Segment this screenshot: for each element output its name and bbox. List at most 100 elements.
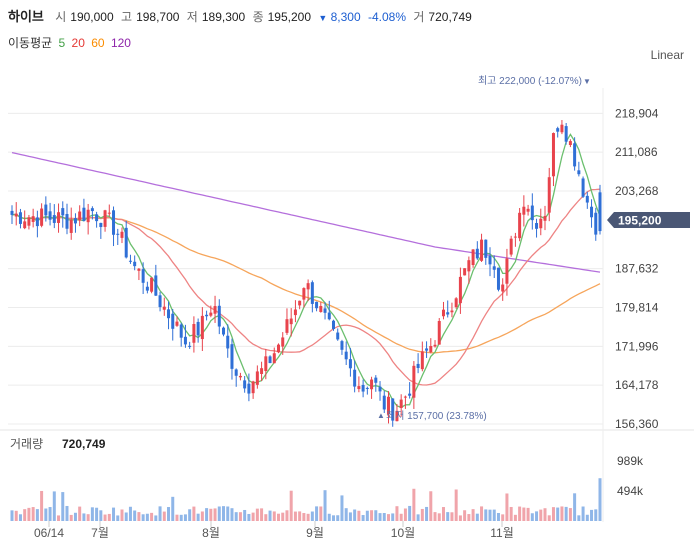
candle bbox=[57, 203, 61, 233]
candle bbox=[560, 120, 564, 135]
candle-body bbox=[598, 192, 602, 232]
candle-body bbox=[425, 348, 429, 351]
volume-bar bbox=[289, 490, 293, 521]
candle-body bbox=[395, 410, 399, 422]
candle bbox=[268, 355, 272, 364]
candle-body bbox=[251, 381, 255, 394]
candle-body bbox=[188, 345, 192, 347]
volume-bar bbox=[331, 515, 335, 521]
x-tick-label: 10월 bbox=[391, 526, 415, 540]
volume-bar bbox=[73, 512, 77, 521]
scale-toggle-button[interactable]: Linear bbox=[650, 48, 684, 62]
candle bbox=[374, 375, 378, 392]
candle bbox=[196, 318, 200, 343]
candle bbox=[573, 137, 577, 171]
price-annotations: 최고 222,000 (-12.07%) ▼ ▲ 최저 157,700 (23.… bbox=[377, 75, 591, 422]
candle-body bbox=[526, 208, 530, 212]
candle-body bbox=[222, 327, 226, 335]
candle bbox=[179, 322, 183, 347]
close-label: 종 bbox=[252, 10, 264, 24]
candle bbox=[518, 208, 522, 242]
ma-120-label: 120 bbox=[110, 36, 131, 50]
candle bbox=[99, 222, 103, 239]
candle-body bbox=[107, 212, 111, 214]
candle bbox=[539, 208, 543, 236]
x-tick-label: 11월 bbox=[490, 526, 514, 540]
volume-bar bbox=[526, 507, 530, 521]
y-tick-label: 203,268 bbox=[615, 184, 659, 198]
candle-body bbox=[564, 126, 568, 142]
candle-body bbox=[82, 207, 86, 221]
candle-body bbox=[535, 223, 539, 229]
candle-body bbox=[488, 255, 492, 265]
candle bbox=[48, 202, 52, 226]
volume-bar bbox=[306, 513, 310, 521]
candle-body bbox=[344, 351, 348, 360]
max-price-annotation: 최고 222,000 (-12.07%) bbox=[478, 75, 582, 87]
volume-bar bbox=[348, 512, 352, 521]
volume-bar bbox=[209, 508, 213, 521]
volume-bar bbox=[205, 508, 209, 521]
candle-body bbox=[348, 359, 352, 369]
candle bbox=[530, 193, 534, 230]
volume-bar bbox=[386, 514, 390, 521]
volume-bar bbox=[65, 505, 69, 521]
volume-bar bbox=[412, 488, 416, 521]
candle bbox=[505, 248, 509, 296]
y-tick-label: 187,632 bbox=[615, 262, 659, 276]
volume-bar bbox=[594, 509, 598, 521]
candle bbox=[209, 305, 213, 318]
volume-bar bbox=[454, 489, 458, 521]
candle bbox=[437, 318, 441, 345]
candle-body bbox=[590, 206, 594, 218]
candle-body bbox=[124, 227, 128, 258]
current-price-label: 195,200 bbox=[618, 214, 662, 228]
volume-bar bbox=[446, 512, 450, 521]
candle-body bbox=[403, 396, 407, 398]
candle-body bbox=[463, 268, 467, 276]
candle-body bbox=[18, 212, 22, 224]
ma-20-label: 20 bbox=[71, 36, 85, 50]
candle bbox=[183, 324, 187, 348]
volume-bar bbox=[251, 512, 255, 521]
candle-body bbox=[433, 344, 437, 347]
volume-bars bbox=[10, 478, 602, 521]
candle bbox=[145, 281, 149, 294]
candle-body bbox=[471, 249, 475, 266]
volume-bar bbox=[441, 507, 445, 521]
candle-body bbox=[522, 206, 526, 215]
candle-body bbox=[52, 215, 56, 223]
volume-bar bbox=[416, 514, 420, 521]
candle-body bbox=[327, 312, 331, 320]
volume-value: 720,749 bbox=[428, 10, 472, 24]
candle bbox=[192, 316, 196, 353]
candle-body bbox=[530, 205, 534, 221]
candle-body bbox=[319, 306, 323, 312]
moving-average-legend[interactable]: 이동평균 5 20 60 120 bbox=[8, 34, 134, 51]
volume-bar bbox=[488, 509, 492, 521]
candle-body bbox=[277, 344, 281, 353]
volume-bar bbox=[585, 514, 589, 521]
volume-bar bbox=[213, 508, 217, 521]
candle-body bbox=[272, 353, 276, 364]
candle bbox=[150, 277, 154, 294]
volume-bar bbox=[293, 511, 297, 521]
candle-body bbox=[154, 275, 158, 296]
volume-bar bbox=[365, 510, 369, 521]
volume-bar bbox=[374, 510, 378, 521]
volume-bar bbox=[268, 510, 272, 521]
volume-title: 거래량 bbox=[10, 437, 43, 451]
candle-body bbox=[420, 351, 424, 370]
candle bbox=[251, 380, 255, 399]
ma-120-line bbox=[11, 151, 601, 273]
ma-60-line bbox=[11, 213, 601, 354]
candle bbox=[446, 300, 450, 318]
candle bbox=[255, 365, 259, 389]
volume-bar bbox=[137, 512, 141, 521]
candle-body bbox=[133, 261, 137, 267]
volume-bar bbox=[116, 515, 120, 521]
candle bbox=[264, 349, 268, 380]
candle bbox=[564, 122, 568, 145]
candle bbox=[86, 203, 90, 235]
